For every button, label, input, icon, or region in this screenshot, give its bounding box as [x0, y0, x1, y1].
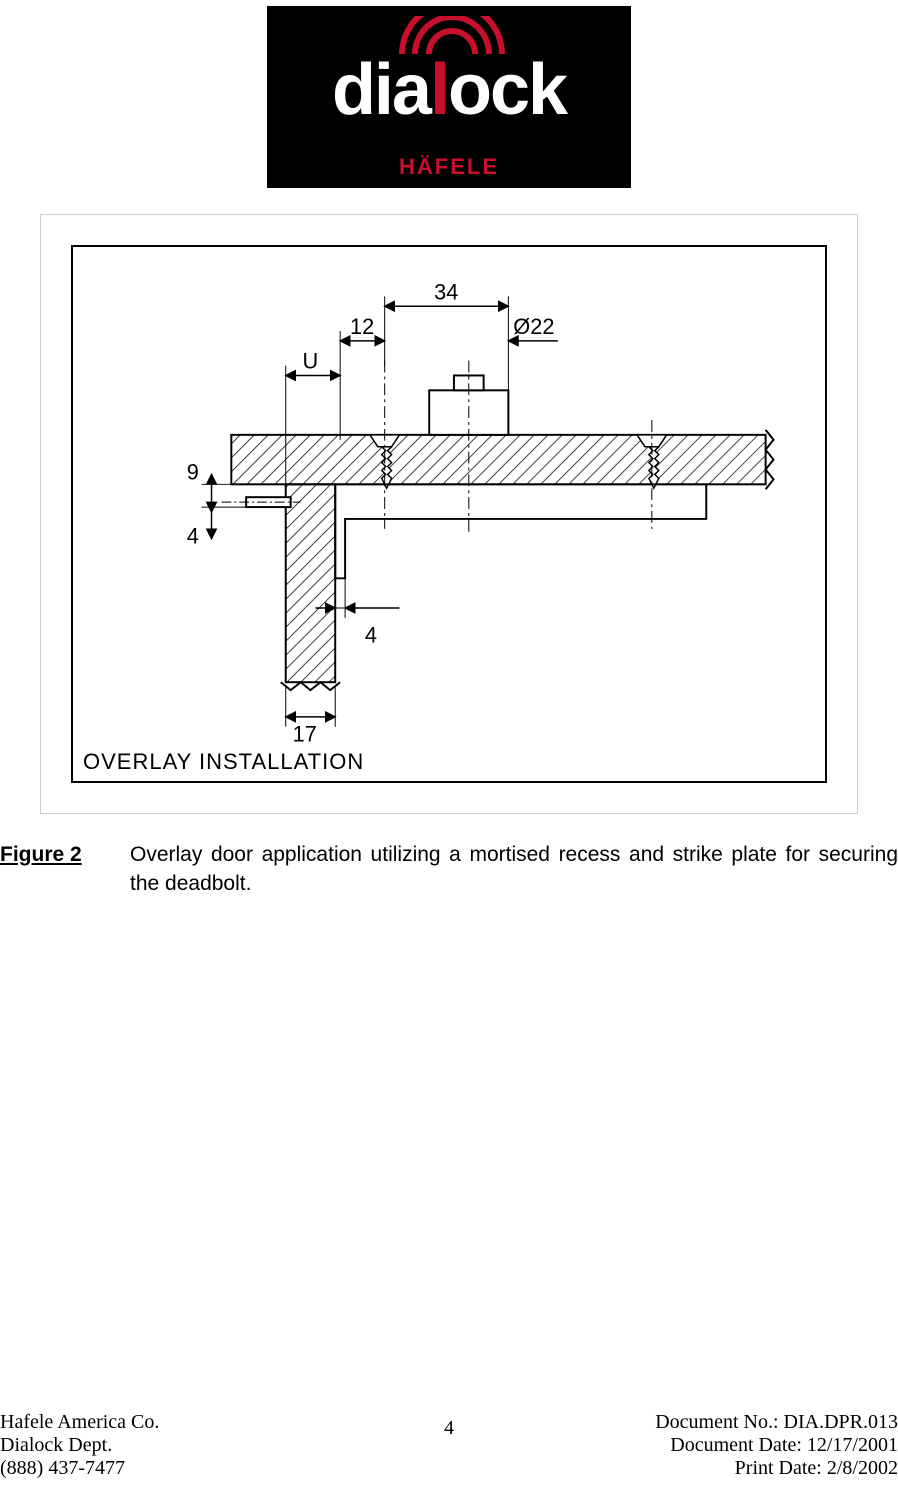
footer-phone: (888) 437-7477 — [0, 1457, 125, 1480]
doc-date-value: 12/17/2001 — [807, 1434, 898, 1456]
diagram-frame-outer: 34 12 U Ø22 9 — [40, 214, 858, 814]
dim-dia22: Ø22 — [513, 314, 554, 339]
document-page: dialock HÄFELE — [0, 0, 898, 1500]
print-date-value: 2/8/2002 — [827, 1457, 898, 1479]
logo-subbrand: HÄFELE — [267, 154, 631, 180]
diagram-frame-inner: 34 12 U Ø22 9 — [71, 245, 827, 783]
figure-description: Overlay door application utilizing a mor… — [130, 840, 898, 899]
dim-u: U — [303, 349, 319, 374]
footer-print-date: Print Date: 2/8/2002 — [735, 1457, 898, 1480]
doc-date-label: Document Date: — [670, 1434, 807, 1456]
page-footer: Hafele America Co. Document No.: DIA.DPR… — [0, 1411, 898, 1480]
logo-text-l: l — [430, 54, 448, 126]
dim-34: 34 — [434, 279, 458, 304]
logo-text-ock: ock — [448, 50, 566, 130]
footer-doc-no: Document No.: DIA.DPR.013 — [655, 1411, 898, 1434]
overlay-installation-diagram: 34 12 U Ø22 9 — [73, 247, 825, 781]
doc-no-label: Document No.: — [655, 1411, 783, 1433]
dim-9: 9 — [187, 459, 199, 484]
dim-12: 12 — [350, 314, 374, 339]
dim-17: 17 — [293, 722, 317, 747]
footer-dept: Dialock Dept. — [0, 1434, 112, 1457]
doc-no-value: DIA.DPR.013 — [784, 1411, 898, 1433]
footer-doc-date: Document Date: 12/17/2001 — [670, 1434, 898, 1457]
figure-label: Figure 2 — [0, 840, 130, 899]
dialock-logo: dialock HÄFELE — [267, 6, 631, 188]
dim-4-left: 4 — [187, 524, 199, 549]
diagram-caption: OVERLAY INSTALLATION — [83, 749, 364, 775]
dim-4-gap: 4 — [365, 623, 377, 648]
logo-text-dia: dia — [332, 50, 430, 130]
footer-company: Hafele America Co. — [0, 1411, 159, 1434]
print-date-label: Print Date: — [735, 1457, 827, 1479]
logo-container: dialock HÄFELE — [0, 0, 898, 193]
figure-caption-row: Figure 2 Overlay door application utiliz… — [0, 840, 898, 899]
logo-wordmark: dialock — [277, 54, 621, 126]
